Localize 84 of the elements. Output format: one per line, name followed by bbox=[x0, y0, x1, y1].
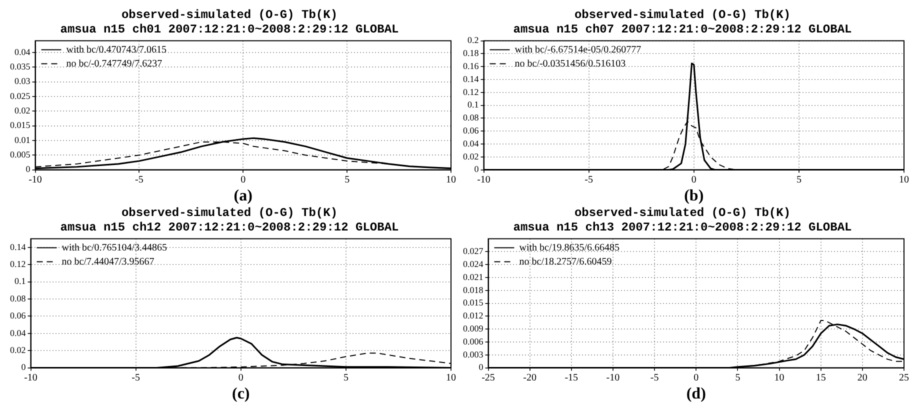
y-tick-label: 0.035 bbox=[10, 62, 31, 72]
chart-title: observed-simulated (O-G) Tb(K) bbox=[121, 206, 338, 220]
chart-subtitle: amsua n15 ch12 2007:12:21:0~2008:2:29:12 GLOBAL bbox=[60, 220, 399, 235]
y-tick-label: 0.12 bbox=[10, 258, 26, 269]
y-tick-label: 0.01 bbox=[14, 134, 30, 145]
y-tick-label: 0.14 bbox=[463, 74, 480, 84]
y-tick-label: 0.1 bbox=[468, 100, 479, 110]
x-tick-label: -10 bbox=[606, 372, 620, 384]
x-tick-label: -20 bbox=[523, 372, 536, 384]
x-axis-title: (a) bbox=[234, 188, 252, 205]
y-tick-label: 0.009 bbox=[463, 323, 484, 334]
chart-subtitle: amsua n15 ch13 2007:12:21:0~2008:2:29:12 GLOBAL bbox=[513, 220, 852, 235]
y-tick-label: 0.04 bbox=[463, 138, 480, 148]
x-tick-label: 20 bbox=[857, 372, 868, 384]
legend-label: with bc/0.765104/3.44865 bbox=[62, 242, 168, 254]
y-tick-label: 0 bbox=[21, 362, 26, 372]
chart-title: observed-simulated (O-G) Tb(K) bbox=[574, 8, 791, 22]
y-tick-label: 0.16 bbox=[463, 60, 480, 71]
y-tick-label: 0.003 bbox=[463, 349, 484, 360]
y-tick-label: 0.02 bbox=[14, 106, 30, 116]
x-tick-label: 0 bbox=[691, 174, 696, 186]
x-tick-label: 10 bbox=[446, 174, 456, 186]
x-axis-title: (c) bbox=[232, 386, 250, 403]
legend-label: with bc/-6.67514e-05/0.260777 bbox=[514, 44, 642, 56]
y-tick-label: 0.006 bbox=[463, 336, 484, 346]
x-tick-label: -10 bbox=[477, 174, 490, 186]
y-tick-label: 0.1 bbox=[14, 276, 26, 286]
x-tick-label: 0 bbox=[240, 174, 246, 186]
y-tick-label: 0.015 bbox=[10, 120, 31, 130]
x-tick-label: -15 bbox=[564, 372, 578, 384]
chart-subtitle: amsua n15 ch07 2007:12:21:0~2008:2:29:12 GLOBAL bbox=[513, 22, 852, 37]
legend-label: with bc/19.8635/6.66485 bbox=[519, 242, 620, 254]
y-tick-label: 0.018 bbox=[463, 284, 484, 295]
y-tick-label: 0.12 bbox=[463, 86, 479, 97]
y-tick-label: 0.005 bbox=[10, 150, 31, 160]
x-tick-label: 15 bbox=[816, 372, 826, 384]
y-tick-label: 0.2 bbox=[468, 35, 479, 46]
x-tick-label: 10 bbox=[446, 372, 456, 384]
x-axis-title: (b) bbox=[684, 188, 704, 205]
y-tick-label: 0.04 bbox=[14, 46, 31, 57]
y-tick-label: 0.03 bbox=[14, 76, 31, 86]
x-tick-label: 25 bbox=[899, 372, 909, 384]
chart-subtitle: amsua n15 ch01 2007:12:21:0~2008:2:29:12 GLOBAL bbox=[60, 22, 399, 37]
y-tick-label: 0.06 bbox=[463, 125, 480, 136]
x-tick-label: 0 bbox=[694, 372, 699, 384]
x-tick-label: -5 bbox=[135, 174, 144, 186]
y-tick-label: 0.027 bbox=[463, 246, 484, 256]
x-tick-label: 5 bbox=[343, 372, 348, 384]
x-tick-label: 5 bbox=[735, 372, 740, 384]
y-tick-label: 0.02 bbox=[463, 151, 479, 162]
x-tick-label: -25 bbox=[482, 372, 495, 384]
x-tick-label: 10 bbox=[774, 372, 784, 384]
legend-label: no bc/7.44047/3.95667 bbox=[62, 256, 154, 268]
legend-label: no bc/-0.747749/7.6237 bbox=[66, 58, 162, 70]
y-tick-label: 0.18 bbox=[463, 48, 480, 58]
y-tick-label: 0.025 bbox=[10, 90, 31, 101]
y-tick-label: 0.08 bbox=[463, 112, 480, 123]
x-tick-label: -5 bbox=[132, 372, 140, 384]
x-tick-label: -10 bbox=[28, 174, 42, 186]
y-tick-label: 0 bbox=[478, 362, 484, 372]
y-tick-label: 0.14 bbox=[10, 242, 26, 252]
y-tick-label: 0 bbox=[474, 164, 480, 174]
legend-label: no bc/-0.0351456/0.516103 bbox=[514, 58, 626, 70]
legend-label: with bc/0.470743/7.0615 bbox=[66, 44, 167, 56]
y-tick-label: 0 bbox=[26, 164, 31, 174]
y-tick-label: 0.015 bbox=[463, 298, 484, 308]
x-axis-title: (d) bbox=[686, 386, 706, 403]
x-tick-label: 5 bbox=[344, 174, 350, 186]
chart-title: observed-simulated (O-G) Tb(K) bbox=[121, 8, 338, 22]
y-tick-label: 0.08 bbox=[10, 293, 26, 304]
x-tick-label: -10 bbox=[24, 372, 38, 384]
y-tick-label: 0.06 bbox=[10, 310, 26, 321]
y-tick-label: 0.02 bbox=[10, 344, 26, 355]
x-tick-label: 5 bbox=[796, 174, 802, 186]
x-tick-label: 10 bbox=[899, 174, 909, 186]
y-tick-label: 0.012 bbox=[463, 310, 484, 321]
y-tick-label: 0.04 bbox=[10, 328, 26, 338]
x-tick-label: 0 bbox=[238, 372, 244, 384]
x-tick-label: -5 bbox=[584, 174, 593, 186]
chart-title: observed-simulated (O-G) Tb(K) bbox=[574, 206, 791, 220]
y-tick-label: 0.021 bbox=[463, 272, 484, 282]
legend-label: no bc/18.2757/6.60459 bbox=[519, 256, 612, 268]
x-tick-label: -5 bbox=[650, 372, 659, 384]
y-tick-label: 0.024 bbox=[463, 258, 484, 269]
